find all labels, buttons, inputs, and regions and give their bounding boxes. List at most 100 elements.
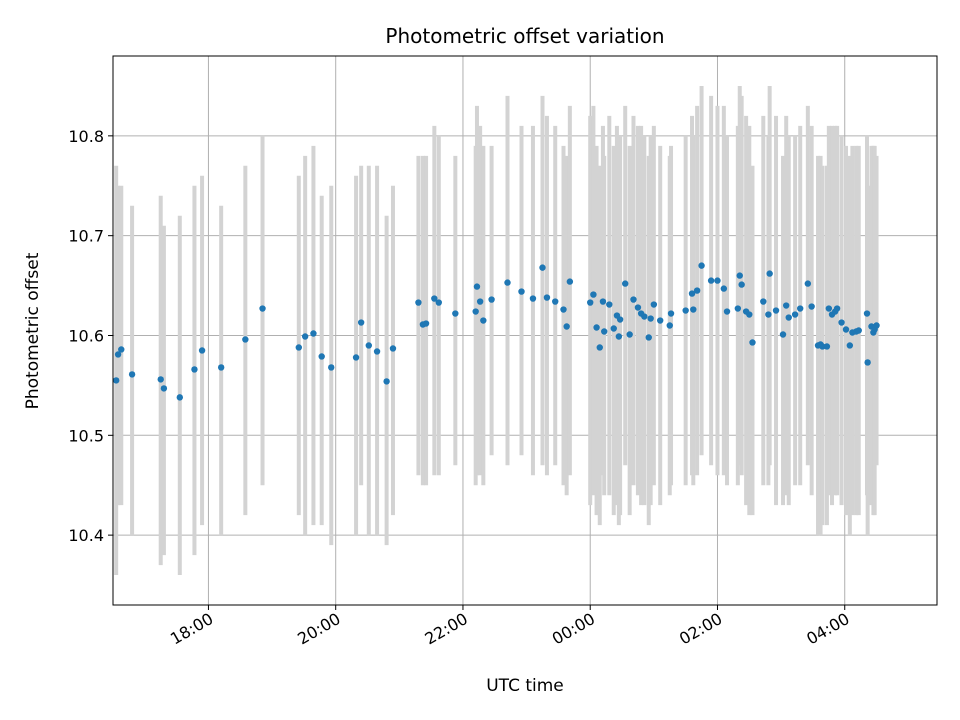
data-point	[766, 270, 773, 277]
data-point	[873, 322, 880, 329]
data-point	[615, 333, 623, 340]
data-point	[645, 334, 652, 341]
data-point	[746, 311, 753, 318]
data-point	[560, 306, 567, 313]
data-point	[563, 323, 570, 330]
data-point	[476, 298, 484, 305]
data-point	[616, 316, 624, 323]
data-point	[480, 317, 487, 324]
data-point	[590, 291, 597, 298]
data-point	[606, 301, 613, 308]
y-tick-label: 10.8	[68, 127, 104, 146]
data-point	[749, 339, 756, 346]
data-point	[796, 305, 804, 312]
data-points	[112, 262, 880, 401]
data-point	[301, 333, 309, 340]
data-point	[667, 310, 675, 317]
data-point	[720, 285, 728, 292]
data-point	[596, 344, 603, 351]
data-point	[622, 280, 629, 287]
data-point	[650, 301, 658, 308]
data-point	[593, 324, 600, 331]
data-point	[657, 317, 664, 324]
data-point	[160, 385, 168, 392]
data-point	[601, 328, 608, 335]
data-point	[736, 272, 743, 279]
data-point	[666, 322, 673, 329]
data-point	[452, 310, 459, 317]
data-point	[765, 311, 772, 318]
data-point	[804, 280, 812, 287]
data-point	[760, 298, 767, 305]
data-point	[855, 327, 862, 334]
data-point	[846, 342, 854, 349]
data-point	[785, 314, 792, 321]
data-point	[383, 378, 390, 385]
data-point	[641, 313, 648, 320]
data-point	[488, 296, 495, 303]
x-axis-title: UTC time	[486, 676, 564, 696]
data-point	[504, 279, 511, 286]
data-point	[518, 288, 525, 295]
data-point	[242, 336, 249, 343]
data-point	[779, 331, 787, 338]
data-point	[415, 299, 422, 306]
data-point	[682, 307, 689, 314]
data-point	[707, 277, 715, 284]
data-point	[217, 364, 225, 371]
data-point	[128, 371, 136, 378]
data-point	[634, 304, 642, 311]
data-point	[698, 262, 705, 269]
y-tick-label: 10.4	[68, 526, 104, 545]
data-point	[435, 299, 442, 306]
data-point	[529, 295, 537, 302]
y-axis-title: Photometric offset	[23, 252, 43, 409]
data-point	[772, 307, 780, 314]
y-tick-label: 10.7	[68, 227, 104, 246]
data-point	[610, 325, 617, 332]
data-point	[825, 305, 833, 312]
data-point	[295, 344, 302, 351]
data-point	[819, 343, 826, 350]
data-point	[587, 299, 594, 306]
data-point	[838, 319, 845, 326]
data-point	[734, 305, 742, 312]
data-point	[863, 310, 871, 317]
data-point	[472, 308, 479, 315]
y-tick-label: 10.6	[68, 326, 104, 345]
data-point	[365, 342, 372, 349]
data-point	[864, 359, 871, 366]
data-point	[352, 354, 360, 361]
data-point	[723, 308, 731, 315]
data-point	[833, 305, 841, 312]
data-point	[599, 298, 607, 305]
plot-frame	[112, 55, 938, 606]
data-point	[176, 394, 184, 401]
data-point	[357, 319, 365, 326]
data-point	[552, 298, 559, 305]
data-point	[688, 290, 696, 297]
data-point	[198, 347, 206, 354]
data-point	[543, 294, 551, 301]
data-point	[690, 306, 697, 313]
data-point	[389, 345, 397, 352]
data-point	[823, 343, 831, 350]
data-point	[431, 295, 438, 302]
data-point	[791, 311, 799, 318]
data-point	[318, 353, 325, 360]
data-point	[373, 348, 381, 355]
data-point	[738, 281, 745, 288]
data-point	[422, 320, 430, 327]
data-point	[310, 330, 317, 337]
data-point	[693, 287, 701, 294]
y-axis: 10.4 10.5 10.6 10.7 10.8	[68, 127, 113, 545]
data-point	[566, 278, 574, 285]
data-point	[808, 303, 815, 310]
data-point	[191, 366, 198, 373]
chart-title: Photometric offset variation	[385, 24, 664, 48]
data-point	[630, 296, 637, 303]
data-point	[782, 302, 790, 309]
data-point	[626, 331, 633, 338]
data-point	[118, 346, 125, 353]
